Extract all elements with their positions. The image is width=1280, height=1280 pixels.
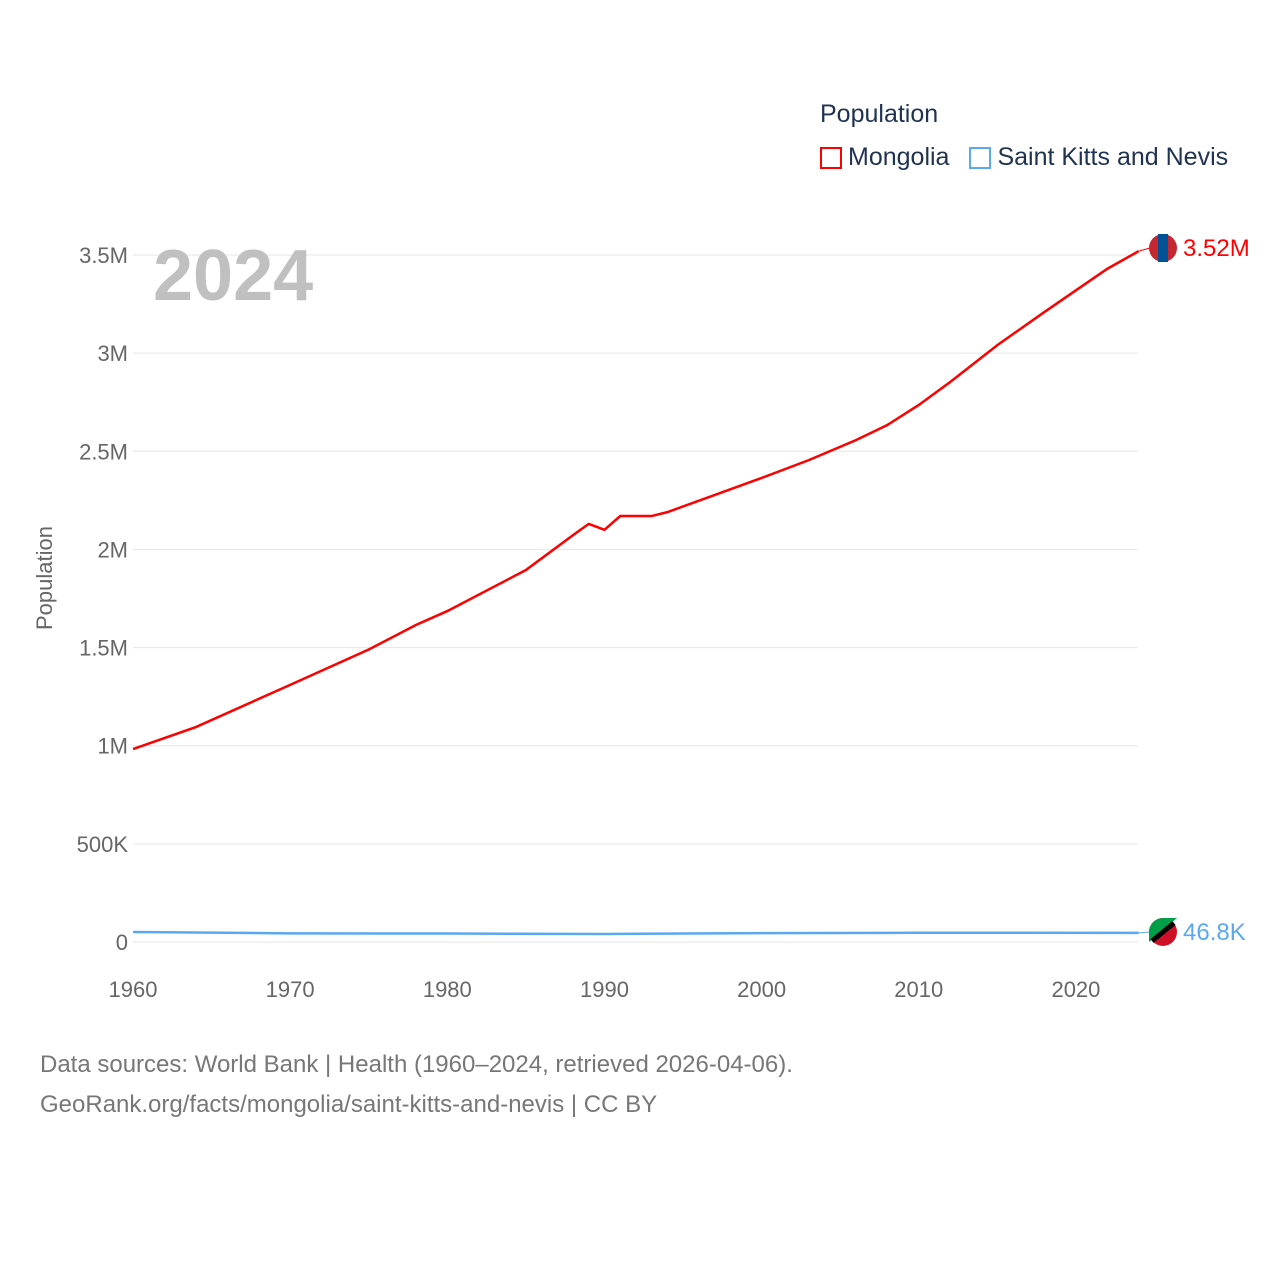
series-line-1 [132,930,1139,936]
year-label: 2024 [153,236,313,316]
footer-link[interactable]: GeoRank.org/facts/mongolia/saint-kitts-a… [40,1091,658,1118]
y-axis-label: Population [32,526,57,630]
y-tick-label: 2.5M [79,439,128,464]
flag-stripe [1158,234,1168,262]
x-tick-label: 1970 [266,977,315,1002]
y-tick-label: 1M [97,734,128,759]
legend-swatch [969,146,992,169]
y-tick-label: 0 [116,930,128,955]
flag-band [1150,921,1176,943]
x-tick-label: 1960 [109,977,158,1002]
y-tick-label: 500K [77,832,129,857]
legend-label: Mongolia [848,143,950,171]
legend-swatch [820,146,842,169]
x-tick-label: 1990 [580,977,629,1002]
legend-label: Saint Kitts and Nevis [997,143,1229,171]
x-tick-label: 2020 [1051,977,1100,1002]
y-tick-label: 1.5M [79,636,128,661]
x-tick-label: 2000 [737,977,786,1002]
x-tick-label: 1980 [423,977,472,1002]
leader-line [1138,247,1151,252]
legend-item-saint-kitts[interactable]: Saint Kitts and Nevis [969,143,1228,172]
end-value-label: 46.8K [1183,919,1246,946]
footer-sources: Data sources: World Bank | Health (1960–… [40,1051,793,1078]
series-line-0 [132,249,1140,751]
y-tick-label: 3.5M [79,243,128,268]
legend: Mongolia Saint Kitts and Nevis [820,143,1228,172]
legend-title: Population [820,100,939,128]
y-tick-label: 2M [97,537,128,562]
leader-line [1138,931,1151,934]
end-value-label: 3.52M [1183,235,1250,262]
footer: Data sources: World Bank | Health (1960–… [40,1045,793,1125]
x-tick-label: 2010 [894,977,943,1002]
y-tick-label: 3M [97,341,128,366]
legend-item-mongolia[interactable]: Mongolia [820,143,949,172]
